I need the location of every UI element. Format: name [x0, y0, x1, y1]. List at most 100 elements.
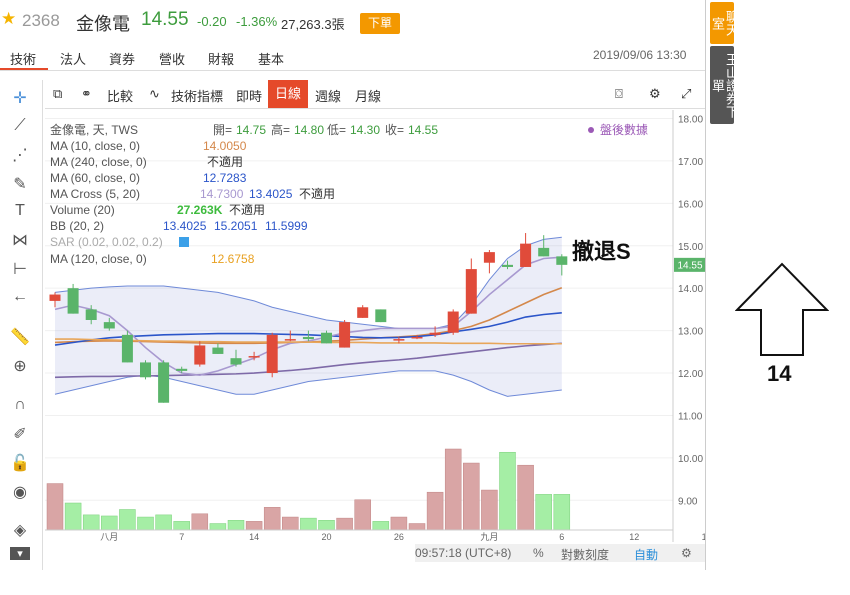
collapse-toolbar-icon[interactable]: ▾	[10, 547, 30, 560]
candle-body	[212, 347, 224, 354]
legend-bb-v2: 15.2051	[214, 219, 258, 233]
text-tool-icon[interactable]: T	[15, 202, 25, 219]
after-hours-dot	[588, 127, 594, 133]
brush-icon[interactable]: ✎	[13, 176, 27, 193]
candle-body	[121, 334, 133, 363]
legend-ma10-value: 14.0050	[203, 139, 247, 153]
legend: 金像電, 天, TWS 開= 14.75 高= 14.80 低= 14.30 收…	[50, 122, 648, 266]
y-tick-label: 12.00	[678, 369, 703, 380]
legend-sar: SAR (0.02, 0.02, 0.2)	[50, 235, 163, 249]
legend-high: 14.80	[294, 123, 324, 137]
volume-bar	[300, 517, 317, 531]
tab-financials[interactable]: 財報	[208, 52, 235, 67]
volume-bar	[245, 521, 263, 531]
back-arrow-icon[interactable]: ←	[12, 288, 28, 305]
broker-order-button[interactable]: 玉山證券下單	[710, 46, 739, 124]
up-arrow-icon	[735, 262, 829, 356]
y-tick-label: 18.00	[678, 114, 703, 125]
volume-bar	[426, 491, 444, 531]
volume-bar	[463, 462, 480, 531]
layers-icon[interactable]: ◈	[13, 522, 27, 539]
x-tick-label: 九月	[480, 532, 498, 542]
candle-body	[321, 332, 332, 344]
tab-institutional[interactable]: 法人	[60, 52, 87, 67]
lock-drawing-icon[interactable]: ✐	[13, 426, 27, 443]
stock-name: 金像電	[76, 14, 130, 34]
candle-style-icon[interactable]: ⧉	[53, 86, 63, 101]
indicators-icon[interactable]: ∿	[149, 86, 160, 101]
price-chart[interactable]: 9.00 10.00 11.00 12.00 13.00 14.00 15.00 16.00 1…	[45, 110, 705, 542]
tab-basic[interactable]: 基本	[258, 52, 285, 67]
candle-body	[556, 256, 568, 265]
daily-button[interactable]: 日線	[268, 80, 308, 108]
legend-bb-v3: 11.5999	[265, 219, 308, 233]
volume-bar	[553, 494, 571, 531]
candle-body	[266, 334, 278, 374]
volume-bar	[173, 521, 190, 531]
y-tick-label: 17.00	[678, 157, 703, 168]
volume-bar	[227, 520, 245, 531]
candle-body	[103, 322, 115, 329]
candle-body	[140, 362, 151, 378]
fib-tool-icon[interactable]: ⋰	[12, 147, 28, 164]
clock-readout: 09:57:18 (UTC+8)	[415, 546, 512, 560]
y-axis-ticks: 9.00 10.00 11.00 12.00 13.00 14.00 15.00 16.00 1…	[678, 114, 703, 507]
legend-bb-v1: 13.4025	[163, 219, 207, 233]
candle-body	[158, 362, 170, 403]
legend-close: 14.55	[408, 123, 438, 137]
volume-bar	[372, 521, 390, 531]
percent-toggle[interactable]: %	[533, 546, 544, 560]
legend-macross-v2: 13.4025	[249, 187, 293, 201]
unlock-icon[interactable]: 🔓	[10, 455, 30, 472]
volume-bar	[209, 523, 227, 531]
tab-margin[interactable]: 資券	[109, 52, 136, 67]
camera-icon[interactable]: ⌼	[615, 86, 623, 101]
realtime-button[interactable]: 即時	[236, 89, 263, 104]
y-tick-label: 10.00	[678, 454, 703, 465]
y-tick-label: 11.00	[678, 411, 703, 422]
volume-bar	[46, 483, 64, 531]
legend-high-label: 高=	[271, 122, 290, 137]
indicators-button[interactable]: 技術指標	[171, 89, 224, 104]
volume-bar	[481, 489, 498, 531]
trend-line-icon[interactable]: ⟋	[14, 117, 26, 134]
auto-scale-toggle[interactable]: 自動	[634, 548, 659, 562]
compare-button[interactable]: 比較	[107, 89, 134, 104]
candle-body	[375, 309, 387, 323]
volume-bar	[444, 448, 462, 531]
fullscreen-icon[interactable]: ⤢	[681, 86, 692, 101]
legend-macross: MA Cross (5, 20)	[50, 187, 140, 201]
measure-tool-icon[interactable]: ⊢	[13, 261, 27, 278]
x-axis-ticks: 八月 7 14 20 26 九月 6 12 18	[100, 532, 705, 542]
volume-bar	[499, 451, 516, 531]
scale-settings-icon[interactable]: ⚙	[681, 546, 692, 560]
sar-toggle-icon[interactable]	[179, 237, 189, 247]
quote-header: ★ 2368 金像電 14.55 -0.20 -1.36% 27,263.3張 …	[0, 0, 705, 44]
star-icon[interactable]: ★	[1, 9, 17, 28]
right-panel: 聊天室 玉山證券下單	[705, 0, 739, 570]
plot-area	[45, 110, 673, 530]
legend-macross-v3: 不適用	[299, 186, 335, 201]
monthly-button[interactable]: 月線	[355, 89, 382, 104]
last-price-marker	[674, 257, 705, 272]
gear-icon[interactable]: ⚙	[649, 86, 661, 101]
candle-body	[194, 345, 206, 365]
legend-ma60: MA (60, close, 0)	[50, 171, 140, 185]
pattern-tool-icon[interactable]: ⋈	[12, 232, 28, 249]
legend-volume: Volume (20)	[50, 203, 115, 217]
tab-technical[interactable]: 技術	[10, 52, 37, 67]
magnet-icon[interactable]: ∩	[14, 396, 26, 413]
drawing-toolbar: ✛ ⟋ ⋰ ✎ T ⋈ ⊢ ← 📏 ⊕ ∩ ✐ 🔓 ◉ ◈ ▾	[0, 80, 43, 570]
zoom-in-icon[interactable]: ⊕	[13, 358, 27, 375]
crosshair-icon[interactable]: ✛	[13, 90, 27, 107]
ruler-icon[interactable]: 📏	[10, 329, 30, 346]
eye-icon[interactable]: ◉	[13, 484, 27, 501]
weekly-button[interactable]: 週線	[315, 89, 342, 104]
compare-icon[interactable]: ⚭	[81, 86, 92, 101]
chat-room-button[interactable]: 聊天室	[710, 2, 739, 44]
order-button[interactable]: 下單	[360, 13, 400, 34]
log-scale-toggle[interactable]: 對數刻度	[561, 548, 610, 562]
legend-main: 金像電, 天, TWS	[50, 122, 138, 137]
candle-body	[502, 264, 513, 267]
tab-revenue[interactable]: 營收	[159, 52, 186, 67]
